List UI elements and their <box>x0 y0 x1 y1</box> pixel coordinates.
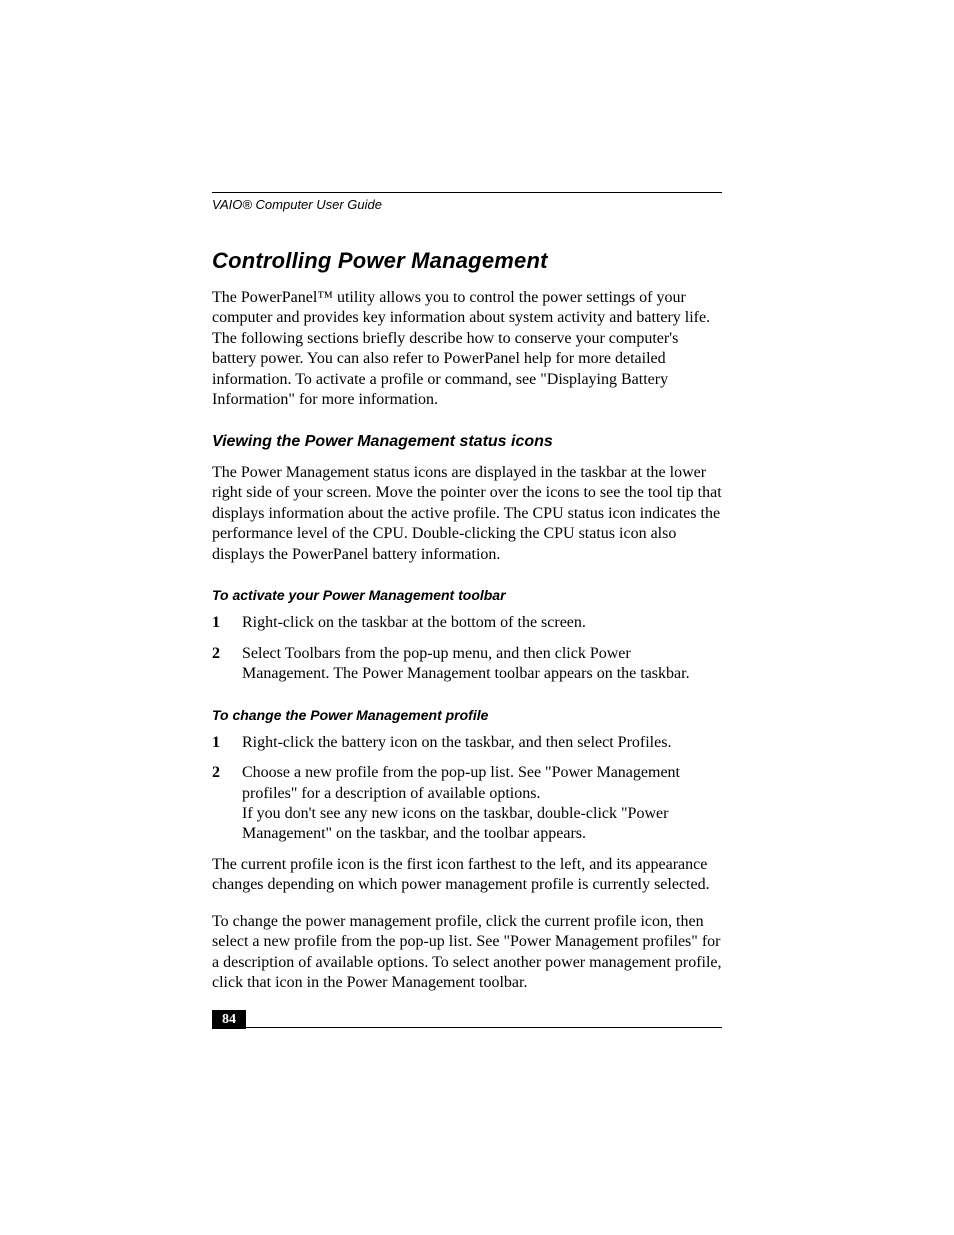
closing-paragraph-2: To change the power management profile, … <box>212 912 722 994</box>
step-text: Choose a new profile from the pop-up lis… <box>242 763 722 845</box>
step-number: 1 <box>212 733 242 753</box>
page-footer: 84 <box>212 1010 722 1029</box>
page-number: 84 <box>212 1010 246 1029</box>
page-title: Controlling Power Management <box>212 248 722 274</box>
footer-rule <box>246 1027 722 1028</box>
running-header: VAIO® Computer User Guide <box>212 197 722 212</box>
step-text: Right-click the battery icon on the task… <box>242 733 722 753</box>
intro-paragraph: The PowerPanel™ utility allows you to co… <box>212 288 722 411</box>
step-text: Right-click on the taskbar at the bottom… <box>242 613 722 633</box>
step-number: 2 <box>212 644 242 685</box>
step-item: 1 Right-click the battery icon on the ta… <box>212 733 722 753</box>
steps-activate-toolbar: 1 Right-click on the taskbar at the bott… <box>212 613 722 684</box>
section-body-viewing: The Power Management status icons are di… <box>212 463 722 565</box>
step-item: 2 Select Toolbars from the pop-up menu, … <box>212 644 722 685</box>
section-heading-viewing: Viewing the Power Management status icon… <box>212 433 722 451</box>
footer-row: 84 <box>212 1010 722 1029</box>
step-text: Select Toolbars from the pop-up menu, an… <box>242 644 722 685</box>
header-rule <box>212 192 722 193</box>
step-number: 2 <box>212 763 242 845</box>
content-column: VAIO® Computer User Guide Controlling Po… <box>212 192 722 1010</box>
step-item: 1 Right-click on the taskbar at the bott… <box>212 613 722 633</box>
document-page: VAIO® Computer User Guide Controlling Po… <box>0 0 954 1235</box>
step-item: 2 Choose a new profile from the pop-up l… <box>212 763 722 845</box>
subheading-activate-toolbar: To activate your Power Management toolba… <box>212 587 722 603</box>
steps-change-profile: 1 Right-click the battery icon on the ta… <box>212 733 722 845</box>
closing-paragraph-1: The current profile icon is the first ic… <box>212 855 722 896</box>
step-number: 1 <box>212 613 242 633</box>
subheading-change-profile: To change the Power Management profile <box>212 707 722 723</box>
